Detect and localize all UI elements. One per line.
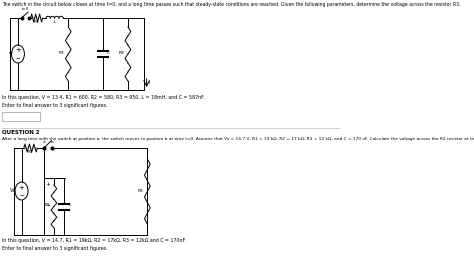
Text: After a long time with the switch at position a, the switch moves to position b : After a long time with the switch at pos… <box>2 137 474 141</box>
Text: C: C <box>68 203 71 207</box>
Text: R1: R1 <box>27 150 34 154</box>
Text: R1: R1 <box>34 20 39 24</box>
Text: V: V <box>9 52 13 56</box>
Text: −: − <box>46 202 50 207</box>
Text: Enter to final answer to 3 significant figures.: Enter to final answer to 3 significant f… <box>2 246 108 251</box>
Text: t=0: t=0 <box>21 7 29 11</box>
Text: +: + <box>15 48 21 53</box>
Text: C: C <box>106 51 109 55</box>
Text: In this question, V = 14.7, R1 = 19kΩ, R2 = 17kΩ, R3 = 12kΩ and C = 170nF.: In this question, V = 14.7, R1 = 19kΩ, R… <box>2 238 186 243</box>
Text: L: L <box>54 20 56 24</box>
Text: R2: R2 <box>45 203 50 207</box>
Text: +: + <box>46 182 50 187</box>
Text: The switch in the circuit below closes at time t=0, and a long time passes such : The switch in the circuit below closes a… <box>2 2 461 7</box>
Text: −: − <box>19 192 24 197</box>
Text: R3: R3 <box>118 51 124 55</box>
Text: i: i <box>148 81 149 85</box>
Text: Enter to final answer to 3 significant figures.: Enter to final answer to 3 significant f… <box>2 103 108 108</box>
Text: +: + <box>18 185 25 190</box>
Text: Vs: Vs <box>10 189 16 193</box>
Text: In this question, V = 13.4, R1 = 600, R2 = 580, R3 = 950, L = 18mH, and C = 587n: In this question, V = 13.4, R1 = 600, R2… <box>2 95 205 100</box>
Text: −: − <box>16 55 20 60</box>
Text: b: b <box>51 140 54 144</box>
Text: R3: R3 <box>138 189 144 193</box>
Text: R2: R2 <box>59 51 64 55</box>
Text: a: a <box>43 140 45 144</box>
Text: QUESTION 2: QUESTION 2 <box>2 130 40 135</box>
Bar <box>2 112 39 121</box>
